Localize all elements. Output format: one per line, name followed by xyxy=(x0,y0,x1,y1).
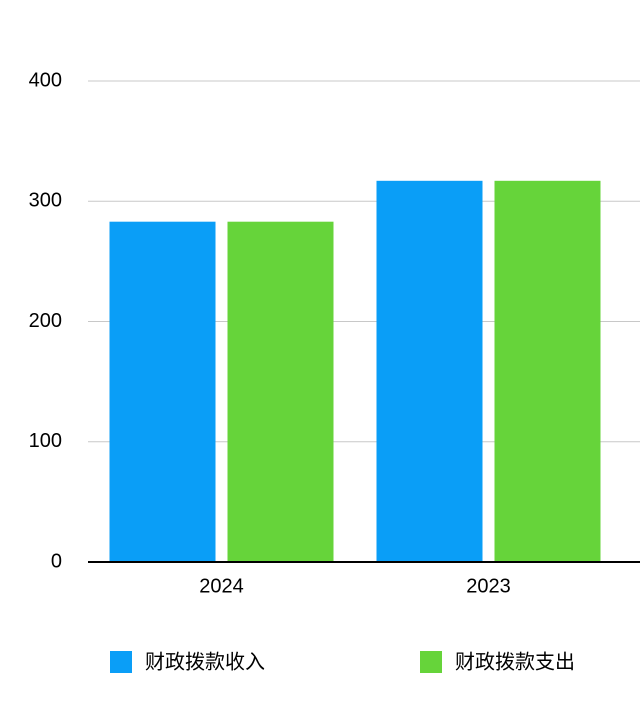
y-tick-label: 200 xyxy=(29,310,62,332)
bar xyxy=(376,180,483,562)
y-tick-label: 300 xyxy=(29,190,62,212)
x-tick-label: 2024 xyxy=(199,575,244,597)
bar xyxy=(494,180,601,562)
y-tick-label: 400 xyxy=(29,69,62,91)
y-tick-label: 100 xyxy=(29,430,62,452)
legend-swatch xyxy=(110,651,132,673)
legend-label: 财政拨款支出 xyxy=(455,650,575,673)
legend-swatch xyxy=(420,651,442,673)
y-tick-label: 0 xyxy=(51,550,62,572)
legend-label: 财政拨款收入 xyxy=(145,650,265,673)
bar xyxy=(227,221,334,562)
x-tick-label: 2023 xyxy=(466,575,511,597)
bar xyxy=(109,221,216,562)
